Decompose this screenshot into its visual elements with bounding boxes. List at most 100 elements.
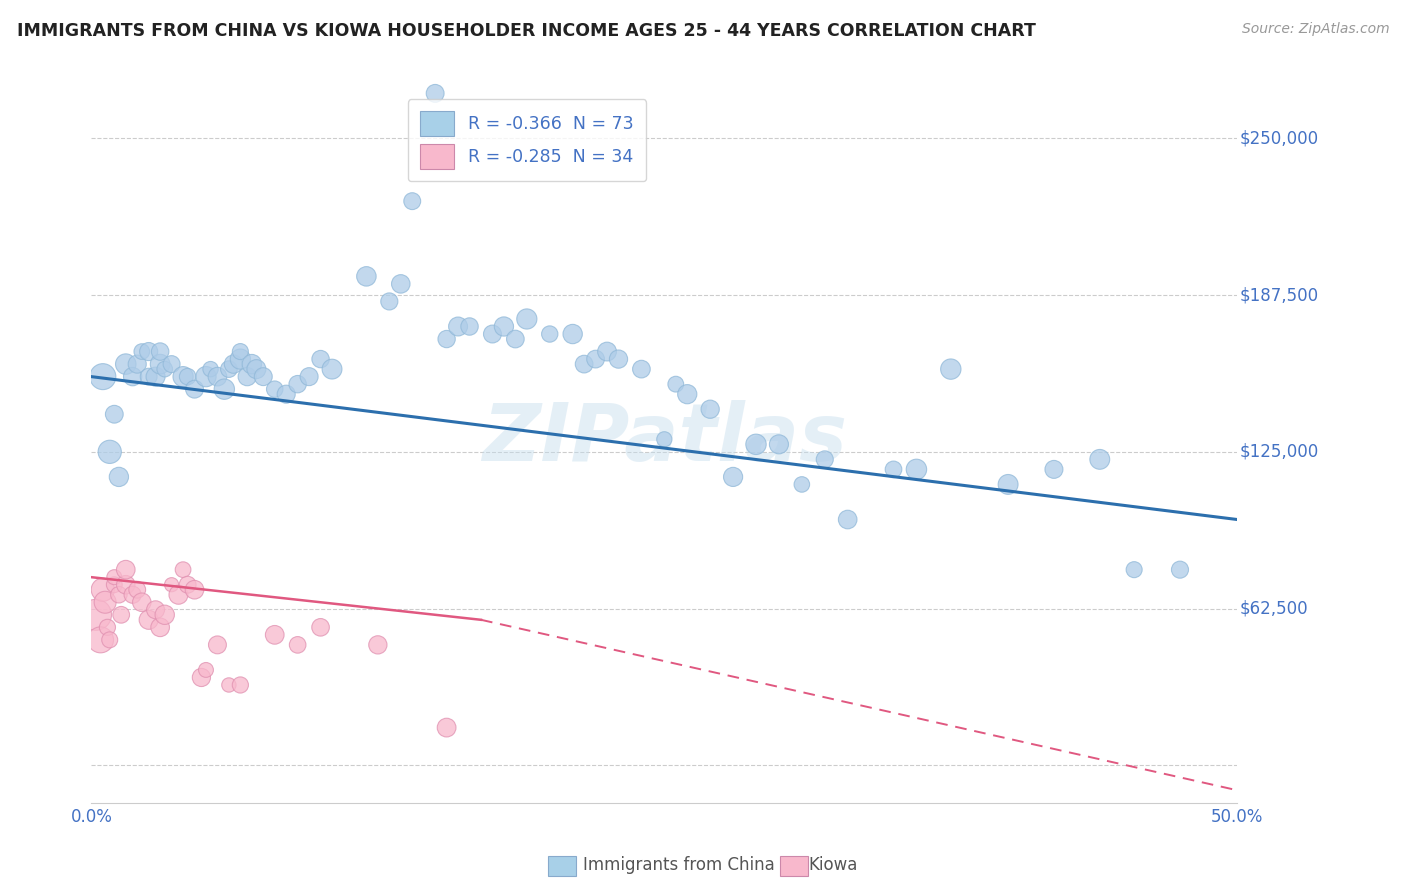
Point [103, 570, 125, 584]
Point [561, 326, 583, 341]
Text: $125,000: $125,000 [1240, 442, 1319, 461]
Point [90, 632, 112, 647]
Point [585, 352, 607, 367]
Point [492, 319, 515, 334]
Point [84, 607, 107, 622]
Point [167, 588, 190, 602]
Point [207, 638, 229, 652]
Point [905, 462, 928, 476]
Point [229, 352, 252, 367]
Point [939, 362, 962, 376]
Point [114, 357, 136, 371]
Point [153, 362, 176, 376]
Point [997, 477, 1019, 491]
Point [103, 407, 125, 421]
Point [127, 582, 149, 597]
Point [321, 362, 343, 376]
Point [207, 369, 229, 384]
Point [127, 357, 149, 371]
Point [200, 362, 222, 376]
Point [160, 578, 183, 592]
Point [516, 312, 538, 326]
Text: Kiowa: Kiowa [808, 856, 858, 874]
Point [91, 582, 114, 597]
Point [240, 357, 263, 371]
Point [94, 595, 117, 609]
Text: $250,000: $250,000 [1240, 129, 1319, 147]
Point [1088, 452, 1111, 467]
Point [721, 470, 744, 484]
Point [153, 607, 176, 622]
Point [114, 578, 136, 592]
Point [298, 369, 321, 384]
Point [356, 269, 378, 284]
Text: ZIPatlas: ZIPatlas [482, 401, 846, 478]
Text: $187,500: $187,500 [1240, 286, 1319, 304]
Point [436, 721, 458, 735]
Point [596, 344, 619, 359]
Point [149, 357, 172, 371]
Point [138, 344, 160, 359]
Point [263, 628, 285, 642]
Point [236, 369, 259, 384]
Point [108, 588, 131, 602]
Point [309, 620, 332, 634]
Text: $62,500: $62,500 [1240, 599, 1309, 617]
Point [98, 445, 121, 459]
Point [652, 432, 675, 446]
Point [131, 595, 153, 609]
Point [665, 377, 688, 392]
Point [245, 362, 267, 376]
Point [481, 326, 503, 341]
Point [1123, 563, 1146, 577]
Point [176, 578, 198, 592]
Point [103, 578, 125, 592]
Point [108, 470, 131, 484]
Point [436, 332, 458, 346]
Point [309, 352, 332, 367]
Point [149, 620, 172, 634]
Point [287, 638, 309, 652]
Point [458, 319, 481, 334]
Text: Source: ZipAtlas.com: Source: ZipAtlas.com [1241, 22, 1389, 37]
Point [121, 369, 143, 384]
Point [98, 632, 121, 647]
Point [814, 452, 837, 467]
Point [229, 344, 252, 359]
Point [138, 369, 160, 384]
Point [110, 607, 132, 622]
Point [138, 613, 160, 627]
Point [222, 357, 245, 371]
Point [607, 352, 630, 367]
Point [252, 369, 274, 384]
Point [131, 344, 153, 359]
Point [287, 377, 309, 392]
Point [768, 437, 790, 451]
Point [837, 512, 859, 526]
Point [183, 382, 205, 396]
Point [121, 588, 143, 602]
Point [401, 194, 423, 209]
Point [214, 382, 236, 396]
Point [172, 563, 194, 577]
Point [218, 678, 240, 692]
Point [194, 663, 217, 677]
Text: IMMIGRANTS FROM CHINA VS KIOWA HOUSEHOLDER INCOME AGES 25 - 44 YEARS CORRELATION: IMMIGRANTS FROM CHINA VS KIOWA HOUSEHOLD… [17, 22, 1036, 40]
Point [190, 670, 212, 684]
Point [699, 402, 721, 417]
Point [263, 382, 285, 396]
Point [745, 437, 768, 451]
Point [218, 362, 240, 376]
Point [149, 344, 172, 359]
Point [538, 326, 561, 341]
Point [630, 362, 652, 376]
Point [160, 357, 183, 371]
Point [114, 563, 136, 577]
Point [423, 87, 446, 101]
Point [145, 603, 167, 617]
Point [1043, 462, 1066, 476]
Point [145, 369, 167, 384]
Point [172, 369, 194, 384]
Point [505, 332, 527, 346]
Point [367, 638, 389, 652]
